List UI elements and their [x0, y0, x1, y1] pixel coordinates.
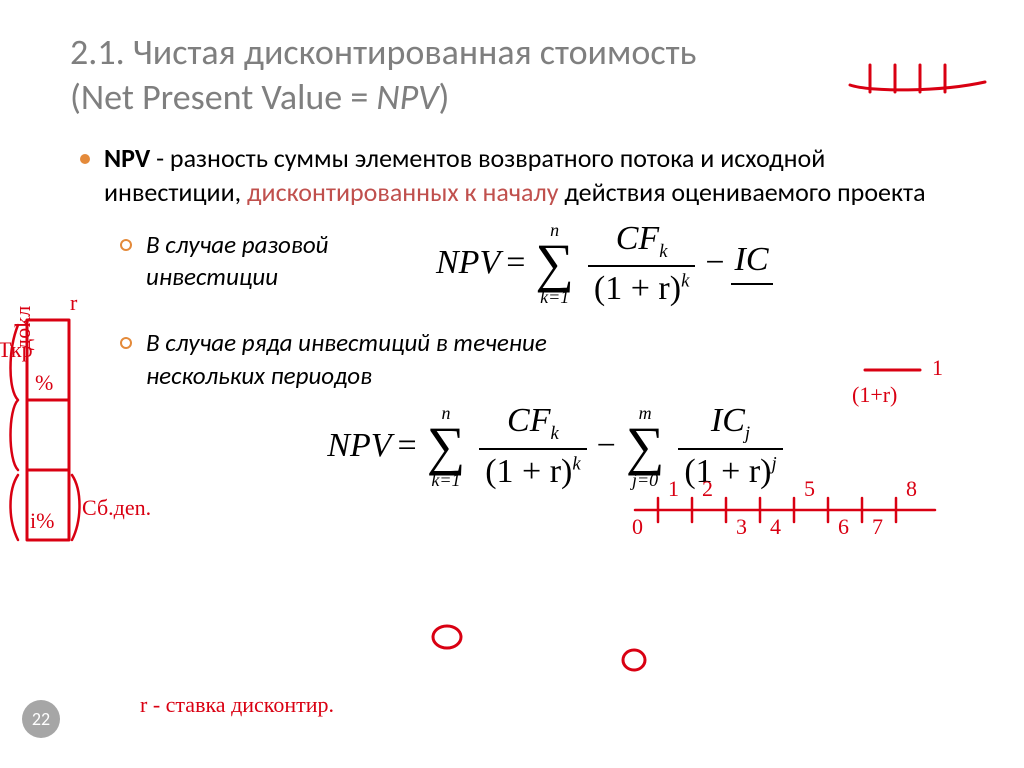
annotation-r-top: r: [70, 290, 78, 315]
annotation-left-table: % i%: [27, 320, 69, 540]
annotation-layer: r % i% Ткр доkл Сб.деn. (1+r) 1 0 1 2 3: [0, 0, 1024, 768]
annotation-denom-text: (1+r): [852, 382, 897, 407]
tl-8: 8: [906, 476, 917, 501]
annotation-left-braces: Ткр доkл Сб.деn.: [0, 306, 151, 540]
tl-1: 1: [668, 476, 679, 501]
tl-4: 4: [770, 514, 781, 539]
annotation-discount-note: r - ставка дисконтир.: [140, 692, 334, 717]
annotation-circle-r: [433, 626, 461, 648]
annotation-timeline-numbered: 0 1 2 3 4 5 6 7 8: [632, 476, 935, 539]
tl-5: 5: [804, 476, 815, 501]
annotation-dokl: доkл: [10, 306, 35, 350]
tl-7: 7: [872, 514, 883, 539]
tl-6: 6: [838, 514, 849, 539]
annotation-timeline-top-right: [850, 65, 985, 92]
annotation-sbden: Сб.деn.: [82, 495, 151, 520]
annotation-ic-denominator: (1+r) 1: [852, 355, 943, 407]
annotation-circle-j0: [623, 650, 645, 670]
annotation-left-cell-bot: i%: [30, 508, 54, 533]
tl-3: 3: [736, 514, 747, 539]
annotation-left-cell-top: %: [35, 370, 53, 395]
tl-0: 0: [632, 514, 643, 539]
tl-2: 2: [702, 476, 713, 501]
annotation-denom-exp: 1: [932, 355, 943, 380]
